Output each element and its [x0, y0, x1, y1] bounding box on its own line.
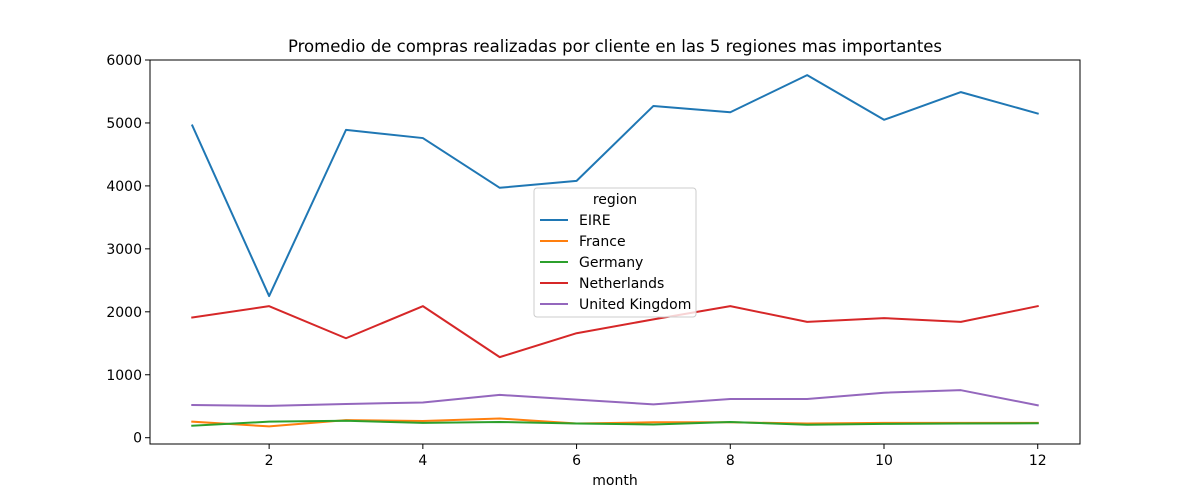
legend-label-netherlands: Netherlands	[579, 276, 664, 292]
plot-lines	[190, 74, 1039, 428]
y-tick-label: 0	[133, 431, 142, 447]
x-axis-label: month	[592, 473, 637, 489]
y-tick-label: 2000	[106, 305, 142, 321]
x-tick-label: 10	[875, 453, 893, 469]
series-line-france	[191, 417, 1039, 428]
legend-entries: EIRE France Germany Netherlands United Kingd…	[540, 213, 691, 313]
x-tick-label: 8	[726, 453, 735, 469]
series-line-united-kingdom	[191, 389, 1039, 407]
y-tick-label: 3000	[106, 242, 142, 258]
y-axis: 0 1000 2000 3000 4000 5000 6000	[106, 53, 150, 447]
series-line-netherlands	[191, 304, 1039, 359]
legend-box	[533, 187, 697, 318]
y-tick-label: 4000	[106, 179, 142, 195]
series-line-eire	[190, 74, 1039, 298]
x-tick-label: 12	[1029, 453, 1047, 469]
legend-title: region	[593, 192, 637, 208]
y-tick-label: 5000	[106, 116, 142, 132]
x-tick-label: 6	[572, 453, 581, 469]
x-tick-label: 4	[418, 453, 427, 469]
legend: region EIRE France Germany Netherlands Unite…	[533, 187, 697, 318]
y-tick-label: 6000	[106, 53, 142, 69]
chart-title: Promedio de compras realizadas por clien…	[288, 37, 942, 56]
x-axis: 2 4 6 8 10 12	[265, 444, 1047, 469]
legend-label-eire: EIRE	[579, 213, 611, 229]
y-tick-label: 1000	[106, 368, 142, 384]
legend-label-france: France	[579, 234, 626, 250]
legend-label-united-kingdom: United Kingdom	[579, 297, 691, 313]
x-tick-label: 2	[265, 453, 274, 469]
plot-frame	[149, 59, 1081, 445]
legend-label-germany: Germany	[579, 255, 643, 271]
series-line-germany	[191, 419, 1039, 427]
